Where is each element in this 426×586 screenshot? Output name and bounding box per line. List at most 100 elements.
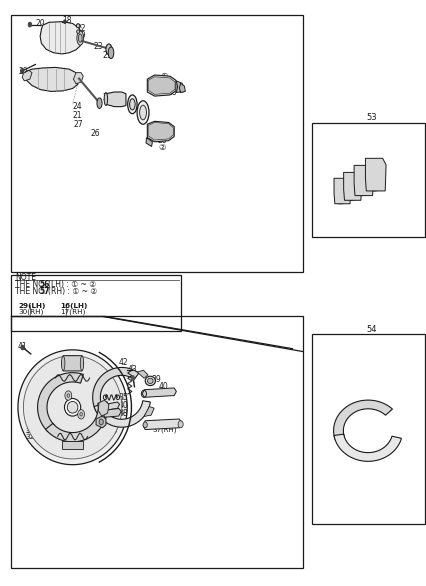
Polygon shape [37,373,83,432]
Text: 42: 42 [118,357,128,367]
Text: 17(RH): 17(RH) [60,308,85,315]
Text: (RH) : ① ~ ②: (RH) : ① ~ ② [48,287,97,297]
Polygon shape [94,401,150,427]
Polygon shape [92,367,138,411]
Bar [11,275,181,331]
Text: 33(LH): 33(LH) [93,420,119,426]
Text: 54: 54 [366,325,376,334]
Polygon shape [73,73,83,84]
Text: 16(LH): 16(LH) [60,303,87,309]
Text: 24: 24 [72,102,82,111]
Ellipse shape [130,98,135,110]
Polygon shape [353,165,373,196]
Circle shape [131,376,134,380]
Text: 25: 25 [102,93,112,103]
Ellipse shape [104,93,107,105]
Text: ①: ① [160,71,167,81]
Polygon shape [333,434,400,461]
Circle shape [21,345,24,350]
Text: 40: 40 [118,401,128,410]
Text: 41: 41 [18,342,28,352]
Ellipse shape [76,23,80,28]
Circle shape [80,413,82,416]
Polygon shape [147,121,174,142]
Ellipse shape [80,356,83,370]
Ellipse shape [77,31,83,45]
Circle shape [143,422,147,428]
Text: 21: 21 [72,111,82,120]
Ellipse shape [97,98,102,108]
Polygon shape [25,67,79,91]
Text: 37(RH): 37(RH) [153,426,177,433]
Polygon shape [137,370,148,378]
Text: 23: 23 [94,42,104,52]
Text: 35: 35 [118,393,128,402]
Text: 26: 26 [90,129,100,138]
Polygon shape [18,350,127,465]
Text: 43: 43 [127,365,137,374]
Circle shape [63,20,66,23]
Text: 19: 19 [76,30,86,40]
Bar [311,123,424,237]
Polygon shape [142,388,176,397]
Text: 32(RH): 32(RH) [26,433,51,440]
Polygon shape [333,400,391,440]
Ellipse shape [67,401,78,413]
Polygon shape [40,22,82,54]
Ellipse shape [78,34,82,42]
Ellipse shape [127,95,137,114]
Polygon shape [98,400,109,416]
Polygon shape [22,70,32,81]
Text: 20: 20 [18,67,28,76]
Text: NOTE: NOTE [15,273,36,282]
Polygon shape [62,441,83,449]
Polygon shape [23,356,121,459]
Text: 28: 28 [167,87,177,97]
Ellipse shape [139,105,146,120]
Polygon shape [61,356,83,371]
Text: THE NO.: THE NO. [15,287,49,297]
Text: 28: 28 [158,136,167,145]
Circle shape [28,22,32,27]
Text: 30(RH): 30(RH) [18,308,43,315]
Text: 31(LH): 31(LH) [26,428,53,434]
Text: 36(LH): 36(LH) [153,420,178,426]
Polygon shape [343,172,361,200]
Circle shape [20,69,24,73]
Text: 56: 56 [40,280,50,289]
Ellipse shape [64,398,81,416]
Polygon shape [148,122,173,140]
Circle shape [65,391,72,400]
Circle shape [67,394,69,397]
Text: 53: 53 [366,113,376,122]
Ellipse shape [145,376,155,386]
Text: ②: ② [158,143,165,152]
Polygon shape [104,402,119,410]
Polygon shape [333,178,350,204]
Circle shape [78,410,84,419]
Text: 20: 20 [35,19,45,28]
Text: THE NO.: THE NO. [15,280,49,289]
Polygon shape [146,138,152,146]
Text: ②: ② [177,86,184,96]
Text: 29(LH): 29(LH) [18,303,46,309]
Circle shape [99,419,103,425]
Text: (LH) : ① ~ ②: (LH) : ① ~ ② [48,280,96,289]
Text: 21: 21 [102,51,112,60]
Polygon shape [144,407,154,417]
Polygon shape [147,75,176,96]
Bar [311,334,424,524]
Polygon shape [179,83,185,93]
Text: 39: 39 [151,375,161,384]
Polygon shape [46,402,107,442]
Text: 40: 40 [158,382,168,391]
Circle shape [178,421,183,428]
Polygon shape [148,77,175,94]
Polygon shape [106,92,126,107]
Text: 22: 22 [76,23,85,33]
Text: 38: 38 [118,408,128,418]
Ellipse shape [77,30,80,33]
Ellipse shape [137,101,149,124]
Polygon shape [143,419,181,430]
Bar [11,15,302,272]
